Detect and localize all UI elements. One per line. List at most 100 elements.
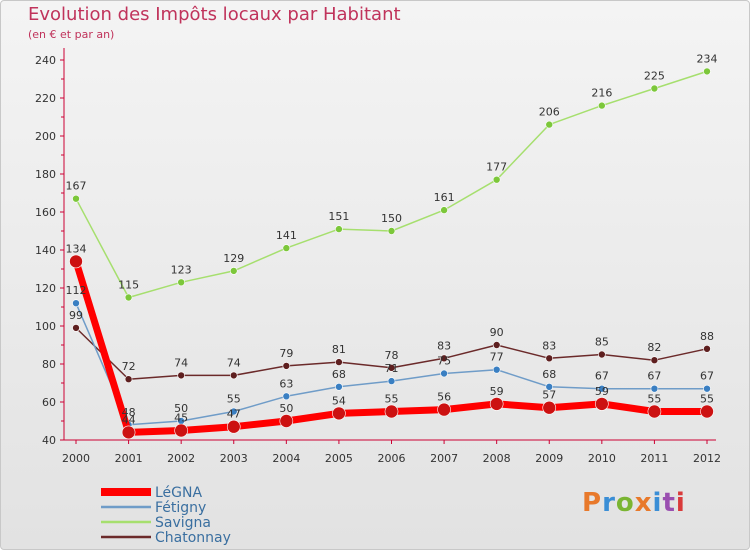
- data-label-ftigny: 63: [279, 377, 293, 390]
- data-point-savigna: [440, 206, 448, 214]
- x-tick-label: 2012: [693, 452, 721, 465]
- data-label-savigna: 141: [276, 229, 297, 242]
- data-point-lgna: [332, 406, 346, 421]
- data-point-chatonnay: [282, 362, 291, 370]
- data-label-lgna: 54: [332, 394, 346, 407]
- data-label-lgna: 56: [437, 391, 451, 404]
- chart-title: Evolution des Impôts locaux par Habitant: [28, 4, 401, 25]
- data-label-chatonnay: 85: [595, 336, 609, 349]
- data-label-ftigny: 68: [332, 368, 346, 381]
- logo-letter: P: [582, 488, 603, 518]
- x-tick-label: 2001: [115, 452, 143, 465]
- data-point-chatonnay: [440, 354, 448, 363]
- data-label-chatonnay: 78: [385, 349, 399, 362]
- x-tick-label: 2011: [640, 452, 668, 465]
- data-label-ftigny: 67: [647, 370, 661, 383]
- logo-letter: r: [602, 488, 616, 518]
- data-label-lgna: 44: [122, 413, 136, 426]
- data-point-savigna: [72, 194, 80, 203]
- data-label-ftigny: 75: [437, 355, 451, 368]
- data-label-ftigny: 112: [66, 284, 87, 297]
- data-label-ftigny: 50: [174, 402, 188, 415]
- y-tick-label: 100: [35, 320, 56, 333]
- data-point-ftigny: [703, 384, 711, 393]
- x-tick-label: 2006: [378, 452, 406, 465]
- logo-letter: x: [634, 488, 653, 518]
- data-point-ftigny: [492, 365, 501, 374]
- data-point-savigna: [124, 293, 133, 302]
- data-label-savigna: 129: [223, 252, 244, 265]
- data-label-savigna: 161: [434, 191, 455, 204]
- data-label-chatonnay: 81: [332, 343, 346, 356]
- data-label-ftigny: 48: [122, 406, 136, 419]
- data-label-lgna: 59: [490, 385, 504, 398]
- x-tick-label: 2007: [430, 452, 458, 465]
- data-point-lgna: [595, 397, 609, 411]
- x-tick-label: 2000: [62, 452, 90, 465]
- data-point-ftigny: [72, 299, 80, 308]
- data-label-savigna: 177: [486, 161, 507, 174]
- data-point-savigna: [703, 67, 711, 76]
- data-label-lgna: 55: [647, 393, 661, 406]
- data-label-savigna: 234: [697, 52, 718, 65]
- data-point-lgna: [700, 404, 714, 419]
- data-label-ftigny: 55: [227, 393, 241, 406]
- legend-label-lgna: LéGNA: [155, 485, 202, 501]
- data-label-ftigny: 71: [385, 362, 399, 375]
- data-point-ftigny: [440, 369, 448, 378]
- data-point-ftigny: [545, 382, 554, 391]
- data-point-chatonnay: [387, 363, 396, 372]
- data-point-chatonnay: [492, 341, 501, 349]
- x-tick-label: 2004: [272, 452, 300, 465]
- data-label-savigna: 151: [328, 210, 349, 223]
- x-tick-label: 2002: [167, 452, 195, 465]
- data-point-chatonnay: [177, 371, 185, 380]
- data-point-chatonnay: [545, 354, 554, 363]
- data-point-lgna: [121, 425, 136, 440]
- data-label-chatonnay: 82: [647, 341, 661, 354]
- data-point-chatonnay: [229, 371, 238, 380]
- data-point-chatonnay: [703, 344, 711, 353]
- logo-letter: i: [675, 488, 686, 518]
- data-point-ftigny: [282, 392, 291, 401]
- legend-label-ftigny: Fétigny: [155, 500, 206, 516]
- data-point-savigna: [598, 101, 606, 110]
- data-point-chatonnay: [72, 324, 80, 332]
- data-point-ftigny: [650, 384, 659, 393]
- data-point-savigna: [229, 267, 238, 275]
- data-label-savigna: 167: [66, 180, 87, 193]
- data-label-ftigny: 77: [490, 351, 504, 364]
- data-label-lgna: 50: [279, 402, 293, 415]
- data-point-savigna: [387, 227, 396, 235]
- y-tick-label: 200: [35, 130, 56, 143]
- data-point-savigna: [177, 278, 185, 287]
- data-point-lgna: [279, 414, 294, 428]
- data-label-savigna: 206: [539, 106, 560, 119]
- data-point-lgna: [542, 400, 557, 415]
- logo-letter: o: [615, 488, 635, 518]
- data-point-chatonnay: [598, 350, 606, 359]
- data-label-chatonnay: 99: [69, 309, 83, 322]
- legend-label-savigna: Savigna: [155, 515, 211, 531]
- proxiti-logo: Proxiti: [582, 488, 686, 518]
- data-label-ftigny: 67: [700, 370, 714, 383]
- data-label-chatonnay: 90: [490, 326, 504, 339]
- x-tick-label: 2005: [325, 452, 353, 465]
- data-label-savigna: 216: [591, 87, 612, 100]
- legend-label-chatonnay: Chatonnay: [155, 530, 231, 546]
- data-label-lgna: 59: [595, 385, 609, 398]
- data-point-lgna: [69, 254, 83, 269]
- data-label-lgna: 45: [174, 412, 188, 425]
- data-point-lgna: [647, 404, 662, 419]
- data-label-savigna: 123: [171, 263, 192, 276]
- y-tick-label: 140: [35, 244, 56, 257]
- chart-subtitle: (en € et par an): [28, 28, 115, 41]
- data-label-chatonnay: 83: [542, 339, 556, 352]
- data-label-lgna: 55: [700, 393, 714, 406]
- data-label-chatonnay: 74: [174, 356, 188, 369]
- data-point-ftigny: [229, 407, 238, 416]
- x-tick-label: 2010: [588, 452, 616, 465]
- data-label-lgna: 47: [227, 408, 241, 421]
